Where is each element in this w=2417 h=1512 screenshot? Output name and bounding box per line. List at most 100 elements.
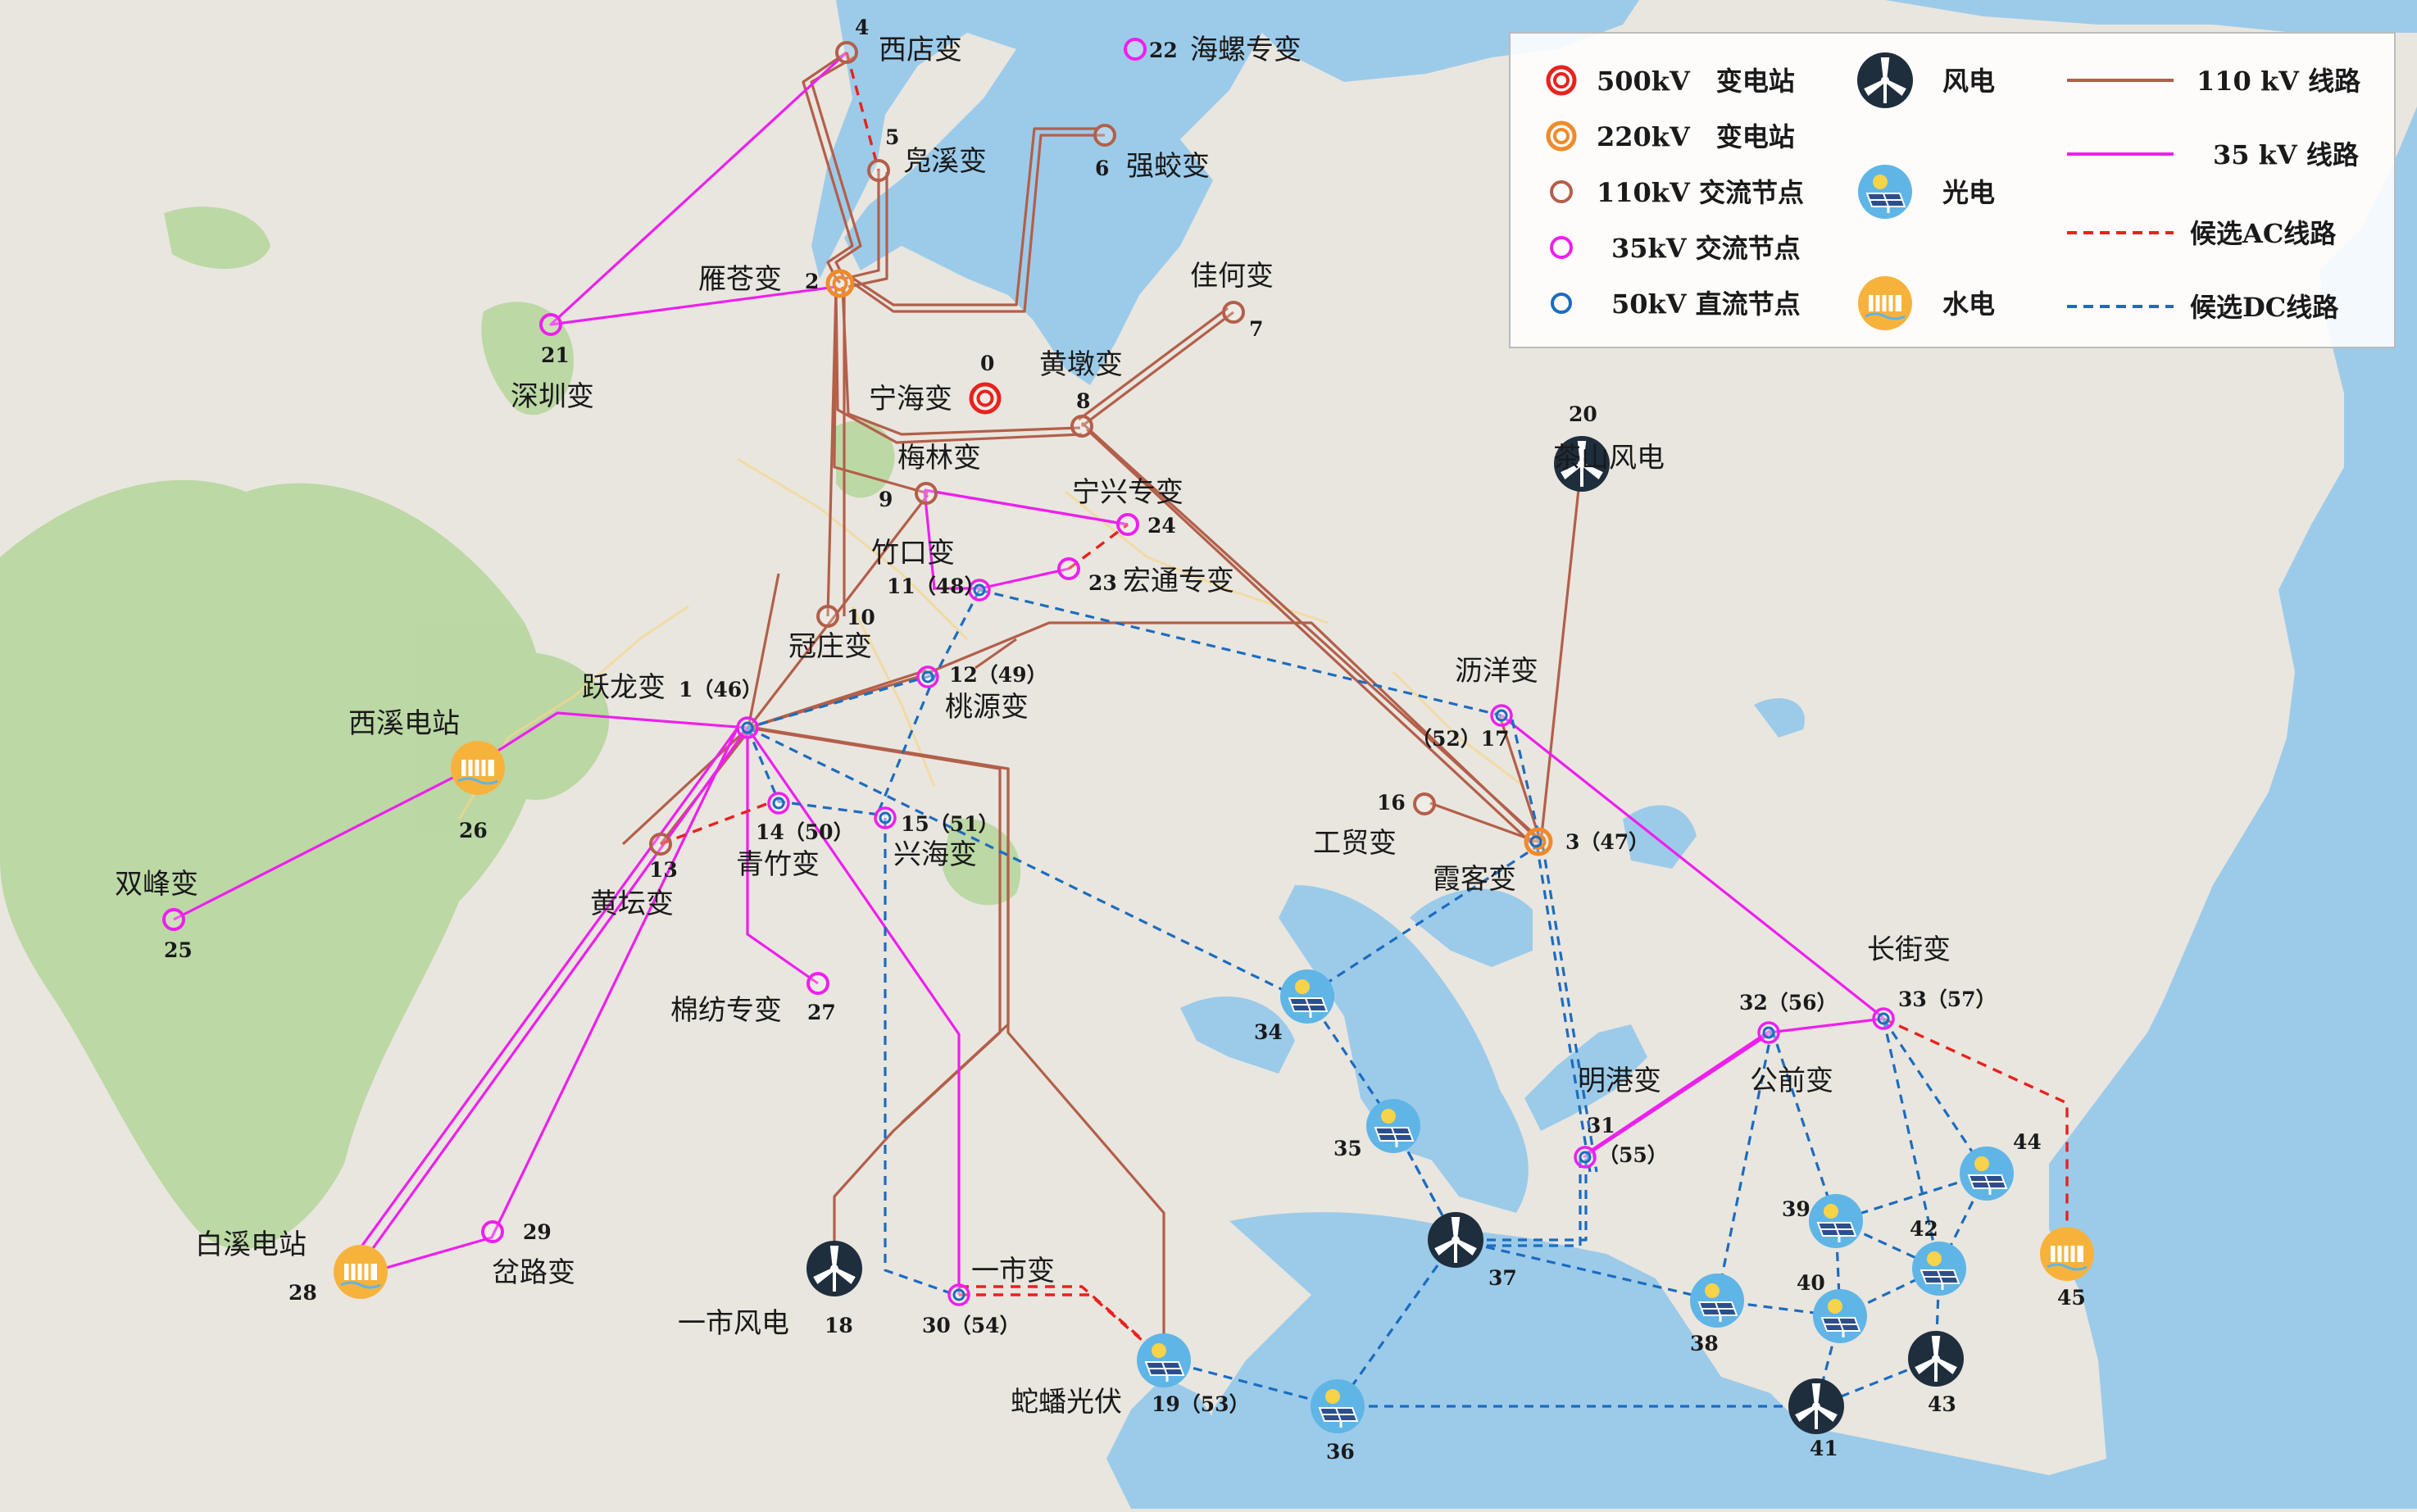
- line-candidate-dc-27: [1882, 1018, 1941, 1269]
- label-zhukou: 竹口变: [871, 537, 955, 570]
- label-mingang: 明港变: [1578, 1065, 1661, 1097]
- hydro-26: [449, 739, 507, 797]
- line-35kv-14: [1583, 1033, 1770, 1159]
- num-40: 40: [1797, 1271, 1825, 1295]
- num-6: 6: [1095, 157, 1109, 180]
- node-31-ac: [1574, 1146, 1597, 1169]
- hydro-45: [2038, 1225, 2096, 1283]
- line-candidate-dc-10: [1336, 1239, 1457, 1407]
- legend-box: [1509, 32, 2396, 348]
- node-31-dc: [1579, 1151, 1592, 1164]
- line-110kv-5: [847, 127, 1097, 306]
- solar-38: [1688, 1272, 1746, 1329]
- node-220kv-3: [1524, 827, 1553, 856]
- num-20: 20: [1569, 402, 1597, 426]
- node-110kv-6: [1093, 124, 1116, 147]
- line-candidate-dc-17: [1770, 1028, 1838, 1222]
- line-candidate-ac-3: [1883, 1017, 2069, 1241]
- node-35kv-25: [162, 908, 185, 931]
- num-15: 15（51）: [901, 812, 999, 836]
- line-candidate-dc-3: [746, 727, 886, 817]
- line-35kv-11: [360, 727, 739, 1277]
- line-110kv-7: [1078, 306, 1229, 421]
- node-35kv-24: [1116, 513, 1139, 536]
- num-25: 25: [164, 938, 193, 962]
- num-39: 39: [1782, 1197, 1810, 1221]
- network-nodes: [162, 38, 2096, 1436]
- legend-line110-label: 110 kV 线路: [2197, 66, 2361, 97]
- label-qingzhu: 青竹变: [736, 848, 820, 881]
- solar-35: [1365, 1097, 1422, 1155]
- num-7: 7: [1249, 317, 1263, 341]
- line-candidate-dc-5: [884, 818, 952, 1295]
- line-110kv-9: [834, 288, 1083, 444]
- line-110kv-4: [852, 134, 1105, 313]
- solar-40: [1811, 1287, 1869, 1345]
- line-candidate-dc-13: [1456, 1156, 1588, 1242]
- line-110kv-26: [975, 638, 1017, 670]
- node-35kv-23: [1057, 557, 1080, 580]
- legend-hydro-icon: [1856, 275, 1914, 332]
- line-35kv-8: [343, 727, 739, 1271]
- legend-wind-label: 风电: [1942, 66, 1995, 97]
- line-candidate-ac-1: [1067, 523, 1129, 570]
- num-4: 4: [855, 16, 869, 39]
- node-110kv-5: [867, 159, 890, 182]
- line-35kv-0: [549, 51, 848, 326]
- node-30-ac: [947, 1283, 970, 1306]
- num-29: 29: [523, 1220, 552, 1244]
- legend-50kv-label: 50kV 直流节点: [1611, 288, 1801, 320]
- label-liyang: 沥洋变: [1455, 655, 1538, 688]
- label-shuangfeng: 双峰变: [115, 868, 198, 901]
- node-15-dc: [879, 811, 892, 824]
- line-110kv-25: [925, 621, 1542, 844]
- num-1: 1（46）: [679, 678, 762, 702]
- num-0: 0: [980, 352, 994, 375]
- label-huangtan: 黄坛变: [590, 888, 674, 920]
- node-35kv-21: [539, 313, 562, 336]
- line-110kv-17: [747, 573, 780, 729]
- num-32: 32（56）: [1739, 991, 1838, 1015]
- hydro-28: [332, 1243, 389, 1301]
- line-35kv-12: [1501, 714, 1884, 1019]
- label-meilin: 梅林变: [897, 442, 981, 474]
- num-24: 24: [1147, 514, 1176, 538]
- label-gongmao: 工贸变: [1313, 827, 1397, 860]
- num-5: 5: [885, 125, 899, 149]
- legend-candac-label: 候选AC线路: [2190, 218, 2337, 249]
- line-35kv-15: [1588, 1028, 1773, 1154]
- line-35kv-6: [173, 769, 468, 921]
- legend-canddc-label: 候选DC线路: [2190, 292, 2339, 323]
- node-110kv-4: [835, 41, 858, 64]
- line-candidate-dc-15: [1455, 1238, 1718, 1302]
- num-23: 23: [1088, 571, 1117, 595]
- line-candidate-dc-8: [1306, 995, 1457, 1241]
- node-11-ac: [968, 579, 991, 602]
- line-35kv-4: [979, 567, 1070, 590]
- node-15-ac: [874, 806, 897, 829]
- label-ninghai: 宁海变: [869, 383, 952, 415]
- legend-220kv-icon: [1546, 120, 1577, 152]
- node-110kv-7: [1222, 301, 1245, 324]
- num-31b: （55）: [1598, 1143, 1668, 1167]
- node-17-ac: [1490, 704, 1513, 727]
- line-110kv-1: [810, 56, 862, 279]
- legend-110kv-label: 110kV 交流节点: [1597, 177, 1804, 208]
- node-110kv-8: [1070, 415, 1093, 438]
- line-110kv-27: [1539, 458, 1583, 843]
- num-44: 44: [2013, 1130, 2042, 1154]
- legend-line35-label: 35 kV 线路: [2213, 139, 2360, 170]
- legend-110kv-icon: [1550, 180, 1573, 203]
- label-chalu: 岔路变: [492, 1256, 575, 1289]
- line-35kv-3: [923, 489, 936, 589]
- line-35kv-7: [351, 727, 749, 1278]
- label-baixi: 白溪电站: [195, 1228, 307, 1261]
- label-chashan: 茶山风电: [1553, 442, 1665, 474]
- line-110kv-11: [826, 288, 838, 617]
- label-yishifeng: 一市风电: [678, 1307, 789, 1340]
- line-110kv-14: [1085, 428, 1538, 849]
- solar-34: [1279, 968, 1336, 1025]
- node-32-dc: [1762, 1026, 1775, 1039]
- node-dc-3: [1529, 835, 1542, 848]
